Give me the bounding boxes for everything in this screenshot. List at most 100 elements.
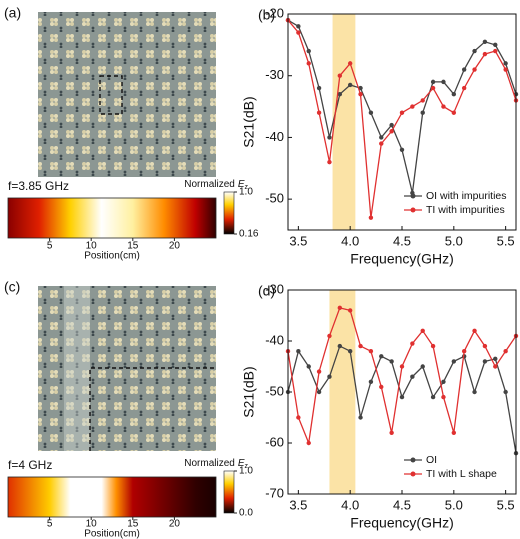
legend-label: OI <box>426 454 437 466</box>
data-point <box>358 415 363 420</box>
data-point <box>306 48 311 54</box>
data-point <box>316 110 322 115</box>
x-axis-label: Frequency(GHz) <box>350 251 453 267</box>
data-point <box>410 104 415 109</box>
data-point <box>410 374 415 379</box>
data-point <box>472 328 477 333</box>
field-profile <box>7 197 217 239</box>
data-point <box>482 51 488 57</box>
x-tick-label: 4.5 <box>393 497 411 512</box>
data-point <box>347 82 353 88</box>
legend-label: TI with L shape <box>426 468 497 480</box>
data-point <box>316 369 322 374</box>
y-tick-label: -50 <box>265 383 284 398</box>
data-point <box>358 92 363 97</box>
y-tick-label: -30 <box>265 67 284 82</box>
data-point <box>347 308 353 313</box>
x-axis-label: Position(cm) <box>84 529 140 539</box>
data-point <box>420 364 425 369</box>
channel-highlight <box>64 286 90 451</box>
plot-frame <box>287 13 517 231</box>
colorbar-title-text: Normalized <box>184 179 235 190</box>
colorbar-tick-label: 0.16 <box>239 229 259 240</box>
data-point <box>430 394 436 400</box>
data-point <box>420 98 425 103</box>
legend-marker <box>410 193 416 199</box>
data-point <box>493 356 498 362</box>
colorbar-symbol: E <box>238 458 245 469</box>
panel-label: (c) <box>4 279 20 295</box>
data-point <box>430 85 436 91</box>
data-point <box>327 333 332 339</box>
data-point <box>306 440 311 446</box>
data-point <box>399 364 405 369</box>
y-tick-label: -40 <box>265 332 284 347</box>
data-point <box>296 415 301 420</box>
data-point <box>430 79 436 85</box>
y-tick-label: -50 <box>265 191 284 206</box>
y-tick-label: -60 <box>265 434 284 449</box>
data-point <box>316 85 322 91</box>
legend-marker <box>410 207 416 213</box>
x-tick-label: 5 <box>47 519 53 530</box>
data-point <box>337 73 343 78</box>
data-point <box>379 354 384 359</box>
data-point <box>503 61 508 66</box>
data-point <box>472 48 477 54</box>
x-tick-label: 5.0 <box>445 233 463 248</box>
data-point <box>327 135 332 140</box>
colorbar-title: Normalized Ez <box>184 179 248 191</box>
x-tick-label: 5.0 <box>445 497 463 512</box>
x-tick-label: 15 <box>127 519 139 530</box>
data-point <box>482 343 488 349</box>
x-tick-label: 15 <box>127 241 139 252</box>
color-scale <box>223 470 235 514</box>
data-point <box>503 349 508 354</box>
data-point <box>493 364 498 369</box>
x-tick-label: 5.5 <box>497 233 515 248</box>
data-point <box>493 48 498 54</box>
x-tick-label: 4.0 <box>341 497 359 512</box>
data-point <box>420 110 425 115</box>
data-point <box>389 122 394 128</box>
data-point <box>389 359 394 364</box>
colorbar-tick-label: 1.0 <box>239 466 253 477</box>
data-point <box>399 110 405 115</box>
data-point <box>472 67 477 72</box>
series-line <box>287 307 517 446</box>
x-tick-label: 20 <box>169 241 181 252</box>
data-point <box>493 42 498 48</box>
panel-label: (a) <box>4 5 21 21</box>
colorbar-symbol: E <box>238 179 245 190</box>
y-axis-label: S21(dB) <box>241 96 257 147</box>
x-tick-label: 3.5 <box>289 233 307 248</box>
colorbar-tick-label: 1.0 <box>239 187 253 198</box>
y-tick-label: -30 <box>265 281 284 296</box>
data-point <box>379 141 384 146</box>
highlight-band <box>329 290 356 494</box>
data-point <box>347 349 353 354</box>
data-point <box>441 394 446 400</box>
sample-photo <box>38 12 216 177</box>
panel-label: (b) <box>258 7 275 23</box>
series-line <box>287 19 517 218</box>
data-point <box>441 379 446 384</box>
data-point <box>399 394 405 400</box>
x-axis-label: Position(cm) <box>84 251 140 262</box>
data-point <box>420 328 425 333</box>
y-axis-label: S21(dB) <box>241 366 257 417</box>
data-point <box>327 159 332 165</box>
data-point <box>441 104 446 109</box>
data-point <box>368 215 374 220</box>
data-point <box>306 364 311 369</box>
data-point <box>399 147 405 152</box>
data-point <box>296 30 301 35</box>
data-point <box>389 129 394 134</box>
y-tick-label: -70 <box>265 485 284 500</box>
data-point <box>368 349 374 354</box>
impurity-box <box>99 75 123 115</box>
data-point <box>410 341 415 346</box>
data-point <box>503 389 508 395</box>
data-point <box>472 389 477 395</box>
